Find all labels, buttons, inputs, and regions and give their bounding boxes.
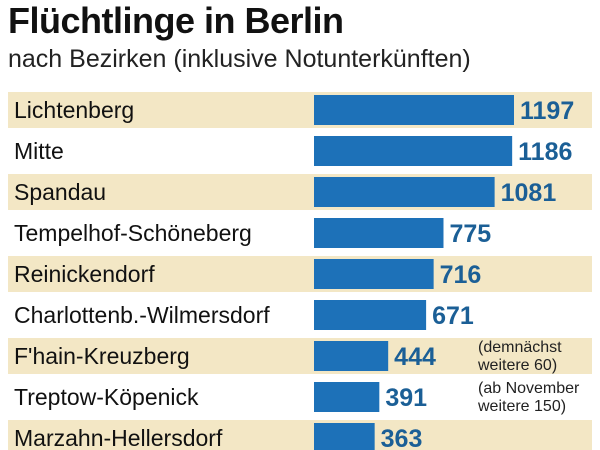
category-label: Mitte: [14, 138, 64, 164]
value-label: 1186: [518, 138, 572, 166]
category-label: Spandau: [14, 179, 106, 205]
bar: [314, 136, 513, 166]
annotation-note: (demnächst: [478, 339, 562, 356]
annotation-note: weitere 150): [477, 398, 566, 415]
bar: [314, 218, 444, 248]
annotation-note: (ab November: [478, 380, 580, 397]
bar: [314, 382, 380, 412]
bar: [314, 177, 495, 207]
bar: [314, 259, 434, 289]
category-label: Charlottenb.-Wilmersdorf: [14, 302, 270, 328]
chart-title: Flüchtlinge in Berlin: [8, 0, 344, 41]
value-label: 1081: [501, 179, 557, 207]
value-label: 444: [394, 343, 436, 371]
value-label: 391: [385, 384, 427, 412]
bar: [314, 95, 514, 125]
row-band: [8, 420, 592, 450]
annotation-note: weitere 60): [477, 357, 557, 374]
value-label: 363: [381, 425, 423, 450]
category-label: Treptow-Köpenick: [14, 384, 199, 410]
bar: [314, 423, 375, 450]
value-label: 1197: [520, 97, 574, 125]
category-label: Marzahn-Hellersdorf: [14, 425, 223, 450]
value-label: 775: [449, 220, 491, 248]
category-label: Tempelhof-Schöneberg: [14, 220, 252, 246]
bar: [314, 300, 427, 330]
row-band: [8, 338, 592, 374]
row-band: [8, 256, 592, 292]
value-label: 671: [432, 302, 474, 330]
category-label: Lichtenberg: [14, 97, 134, 123]
value-label: 716: [440, 261, 482, 289]
bar: [314, 341, 389, 371]
category-label: Reinickendorf: [14, 261, 155, 287]
category-label: F'hain-Kreuzberg: [14, 343, 190, 369]
chart-subtitle: nach Bezirken (inklusive Notunterkünften…: [8, 45, 471, 73]
row-band: [8, 174, 592, 210]
